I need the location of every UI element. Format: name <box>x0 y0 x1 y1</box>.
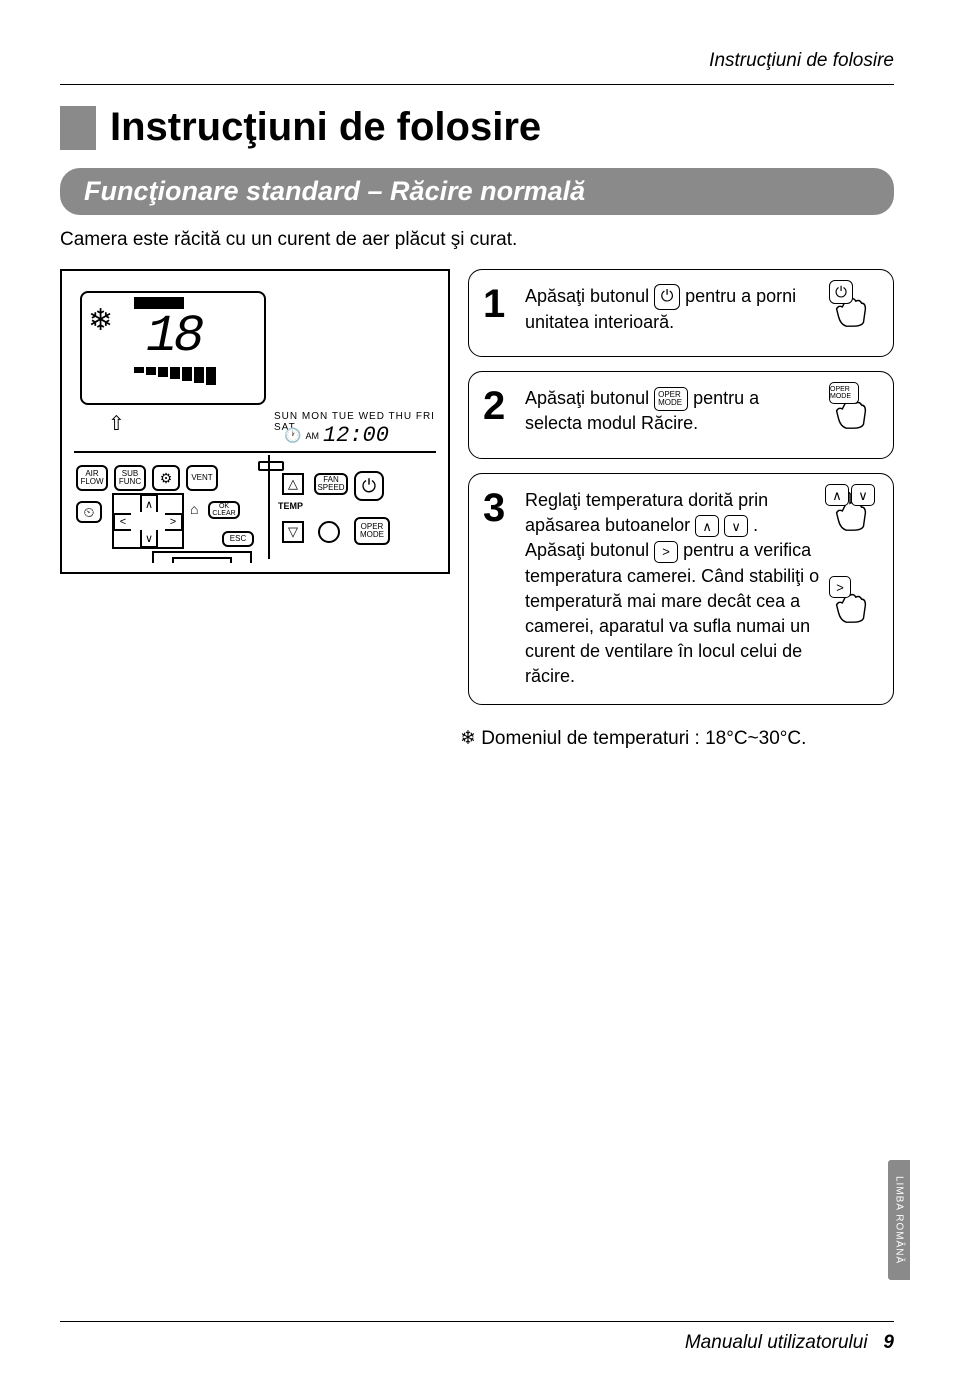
running-header: Instrucţiuni de folosire <box>60 50 894 72</box>
snowflake-icon: ❄ <box>460 728 476 749</box>
timer-button[interactable]: ⏲ <box>76 501 102 523</box>
ampm-label: AM <box>305 431 319 441</box>
title-row: Instrucţiuni de folosire <box>60 105 894 150</box>
text: Apăsaţi butonul <box>525 388 654 408</box>
snowflake-icon: ❄ <box>88 303 113 338</box>
air-flow-button[interactable]: AIR FLOW <box>76 465 108 491</box>
step-number: 3 <box>483 488 513 528</box>
hand-wrap: > <box>827 578 879 630</box>
clock-digits: 12:00 <box>323 423 389 448</box>
title-block-icon <box>60 106 96 150</box>
bar <box>158 367 168 377</box>
dpad-down[interactable]: ∨ <box>140 530 158 548</box>
hand-oper-mode-icon: OPER MODE <box>829 382 859 404</box>
settings-button[interactable]: ⚙ <box>152 465 180 491</box>
power-button[interactable]: ⏻ <box>354 471 384 501</box>
intro-text: Camera este răcită cu un curent de aer p… <box>60 229 894 251</box>
sub-func-button[interactable]: SUB FUNC <box>114 465 146 491</box>
text: Apăsaţi butonul <box>525 540 654 560</box>
page-footer: Manualul utilizatorului 9 <box>60 1321 894 1354</box>
oper-mode-button[interactable]: OPER MODE <box>354 517 390 545</box>
main-content: ❄ 18 ⇧ SUN MON TUE WED THU FRI SAT 🕐 AM … <box>60 269 894 705</box>
vent-button[interactable]: VENT <box>186 465 218 491</box>
fan-speed-button[interactable]: FAN SPEED <box>314 473 348 495</box>
fan-bars <box>134 367 216 385</box>
ok-clear-button[interactable]: OK CLEAR <box>208 501 240 519</box>
remote-illustration: ❄ 18 ⇧ SUN MON TUE WED THU FRI SAT 🕐 AM … <box>60 269 450 574</box>
step-hand-area: OPER MODE <box>825 384 881 436</box>
step-hand-area: ∧ ∨ > <box>825 486 881 630</box>
steps-column: 1 Apăsaţi butonul ⏻ pentru a porni unita… <box>468 269 894 705</box>
hand-wrap: OPER MODE <box>827 384 879 436</box>
bar <box>194 367 204 383</box>
step-3: 3 Reglaţi temperatura dorită prin apăsar… <box>468 473 894 705</box>
hand-right-icon: > <box>829 576 851 598</box>
step-number: 2 <box>483 386 513 426</box>
dpad-right[interactable]: > <box>165 513 183 531</box>
header-divider <box>60 84 894 85</box>
inline-down-icon: ∨ <box>724 515 748 537</box>
fan-arrow-icon: ⇧ <box>108 411 125 436</box>
home-icon: ⌂ <box>190 501 198 517</box>
bar <box>170 367 180 379</box>
page-title: Instrucţiuni de folosire <box>110 105 541 150</box>
dpad-left[interactable]: < <box>113 513 131 531</box>
step-2: 2 Apăsaţi butonul OPER MODE pentru a sel… <box>468 371 894 459</box>
lcd-divider <box>74 451 436 453</box>
bar <box>182 367 192 381</box>
inline-up-icon: ∧ <box>695 515 719 537</box>
aux-circle-button[interactable] <box>318 521 340 543</box>
step-number: 1 <box>483 284 513 324</box>
lcd-area: ❄ 18 ⇧ SUN MON TUE WED THU FRI SAT 🕐 AM … <box>74 283 436 453</box>
inline-power-icon: ⏻ <box>654 284 680 310</box>
hand-up-down-icons: ∧ ∨ <box>825 484 875 506</box>
inline-oper-mode-icon: OPER MODE <box>654 387 688 411</box>
set-temp-digits: 18 <box>146 307 200 366</box>
footer-page-number: 9 <box>883 1332 894 1353</box>
hand-down-icon: ∨ <box>851 484 875 506</box>
section-subhead: Funcţionare standard – Răcire normală <box>60 168 894 215</box>
bar <box>134 367 144 373</box>
temp-up-button[interactable]: △ <box>282 473 304 495</box>
footer-text: Manualul utilizatorului <box>685 1332 868 1353</box>
esc-button[interactable]: ESC <box>222 531 254 547</box>
clock-row: 🕐 AM 12:00 <box>284 423 389 448</box>
text: . <box>753 515 758 535</box>
hand-wrap: ∧ ∨ <box>827 486 879 538</box>
bar <box>146 367 156 375</box>
hand-wrap: ⏻ <box>827 282 879 334</box>
inline-right-icon: > <box>654 541 678 563</box>
clock-icon: 🕐 <box>284 427 301 444</box>
temperature-range-note: ❄ Domeniul de temperaturi : 18°C~30°C. <box>460 727 894 750</box>
buttons-area: AIR FLOW SUB FUNC ⚙ VENT ⏲ ∧ ∨ < > ⌂ OK … <box>72 459 438 562</box>
step-1: 1 Apăsaţi butonul ⏻ pentru a porni unita… <box>468 269 894 357</box>
hand-up-icon: ∧ <box>825 484 849 506</box>
temp-label: TEMP <box>278 501 303 511</box>
text: Domeniul de temperaturi : 18°C~30°C. <box>481 728 806 749</box>
text: Apăsaţi butonul <box>525 286 654 306</box>
dpad[interactable]: ∧ ∨ < > <box>112 493 184 549</box>
bar <box>206 367 216 385</box>
hand-power-icon: ⏻ <box>829 280 853 304</box>
dpad-up[interactable]: ∧ <box>140 494 158 512</box>
language-tab: LIMBA ROMÂNĂ <box>888 1160 910 1280</box>
separator-line <box>268 455 270 559</box>
speaker-slot <box>258 461 284 471</box>
temp-down-button[interactable]: ▽ <box>282 521 304 543</box>
step-hand-area: ⏻ <box>825 282 881 334</box>
bottom-slot-inner <box>172 557 232 563</box>
